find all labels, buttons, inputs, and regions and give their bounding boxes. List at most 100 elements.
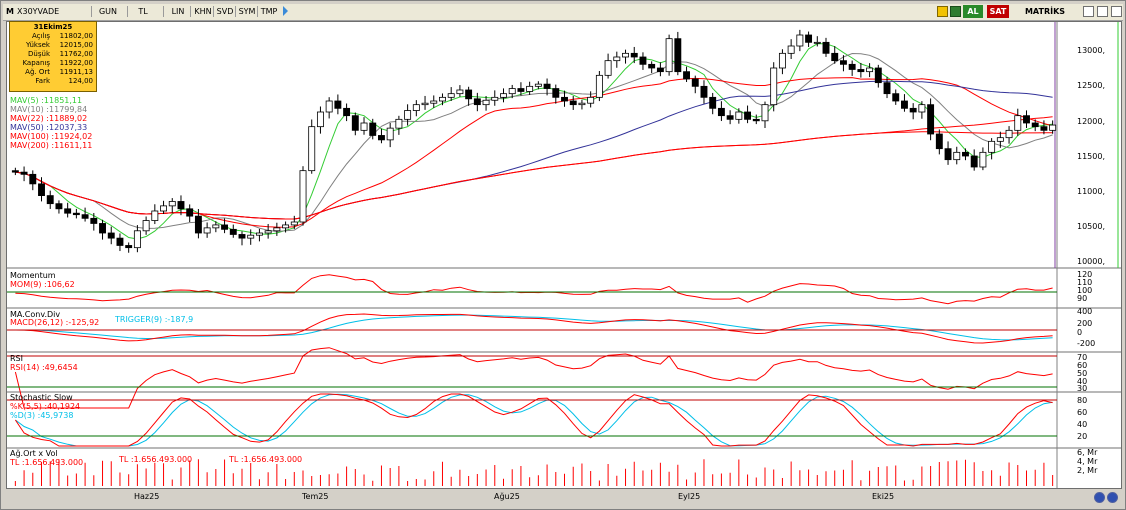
trigger-line xyxy=(15,314,1053,341)
candle-body xyxy=(787,45,795,54)
period-button[interactable]: GUN xyxy=(98,7,118,16)
x-tick-label: Ağu25 xyxy=(494,492,520,501)
candle-body xyxy=(282,224,290,229)
candle-body xyxy=(813,41,821,44)
rsi-tick: 70 xyxy=(1077,353,1088,362)
candle-body xyxy=(1023,115,1030,124)
buy-button[interactable]: AL xyxy=(963,5,983,18)
info-row: Kapanış 11922,00 xyxy=(22,59,93,67)
candle-body xyxy=(508,88,516,95)
mav50-line xyxy=(15,80,1053,220)
date-axis-bar[interactable]: Haz25 Tem25 Ağu25 Eyl25 Eki25 xyxy=(6,490,1120,506)
symbol-label[interactable]: X30YVADE xyxy=(17,7,60,16)
restore-icon[interactable] xyxy=(1083,6,1094,17)
candle-body xyxy=(386,127,394,141)
candle-body xyxy=(194,215,202,234)
legend-mav100: MAV(100) :11924,02 xyxy=(10,132,93,141)
candle-body xyxy=(569,100,577,106)
candle-body xyxy=(447,93,455,98)
momentum-tick: 120 xyxy=(1077,270,1093,279)
candle-body xyxy=(595,74,603,98)
chart-area[interactable]: MAV(5) :11851,11 MAV(10) :11799,84 MAV(2… xyxy=(6,21,1122,489)
stoch-tick: 40 xyxy=(1077,420,1088,429)
candle-body xyxy=(709,96,717,109)
candle-body xyxy=(988,140,996,153)
candle-body xyxy=(979,151,987,168)
candle-body xyxy=(744,111,752,120)
tmp-button[interactable]: TMP xyxy=(260,7,278,16)
menu-m-button[interactable]: M xyxy=(6,7,14,16)
info-row: Fark 124,00 xyxy=(35,77,93,85)
candle-body xyxy=(238,234,246,239)
maximize-icon[interactable] xyxy=(1097,6,1108,17)
candle-body xyxy=(822,41,830,54)
candle-body xyxy=(857,69,865,73)
price-tick: 11500, xyxy=(1077,152,1105,161)
candle-body xyxy=(81,214,89,219)
rsi-tick: 40 xyxy=(1077,377,1088,386)
rsi-line xyxy=(14,347,1053,409)
stoch-tick: 80 xyxy=(1077,396,1088,405)
sell-button[interactable]: SAT xyxy=(987,5,1009,18)
legend-mav50: MAV(50) :12037,33 xyxy=(10,123,88,132)
stoch-tick: 20 xyxy=(1077,432,1088,441)
volume-label-2: TL :1.656.493.000 xyxy=(119,455,193,464)
candle-body xyxy=(883,82,891,95)
candle-body xyxy=(11,170,19,173)
candle-body xyxy=(543,83,551,89)
candle-body xyxy=(561,96,568,102)
macd-title: MA.Conv.Div xyxy=(10,310,61,319)
candle-body xyxy=(351,115,359,131)
candle-body xyxy=(378,135,385,141)
macd-tick: -200 xyxy=(1077,339,1096,348)
info-row: Düşük 11762,00 xyxy=(28,50,93,58)
scroll-left-icon[interactable] xyxy=(1094,492,1105,503)
brand-label: MATRİKS xyxy=(1024,7,1066,16)
momentum-tick: 100 xyxy=(1077,286,1093,295)
candle-body xyxy=(107,232,115,239)
stoch-tick: 60 xyxy=(1077,408,1088,417)
volume-label-3: TL :1.656.493.000 xyxy=(229,455,303,464)
candle-body xyxy=(177,201,185,210)
volume-label: TL :1.656.493.000 xyxy=(10,458,84,467)
scroll-right-icon[interactable] xyxy=(1107,492,1118,503)
rsi-tick: 50 xyxy=(1077,369,1088,378)
candle-body xyxy=(439,96,446,102)
candle-body xyxy=(29,173,37,185)
candle-body xyxy=(430,100,438,104)
stoch-d-label: %D(3) :45,9738 xyxy=(10,411,74,420)
lin-button[interactable]: LIN xyxy=(171,7,185,16)
candle-body xyxy=(953,151,961,161)
candle-body xyxy=(918,104,926,113)
volume-tick: 4, Mr xyxy=(1077,457,1098,466)
x-tick-label: Tem25 xyxy=(302,492,329,501)
svd-button[interactable]: SVD xyxy=(216,7,234,16)
edit-icon[interactable] xyxy=(937,6,948,17)
candle-body xyxy=(255,232,263,236)
candle-body xyxy=(909,107,917,113)
candle-body xyxy=(848,63,856,70)
refresh-icon[interactable] xyxy=(950,6,961,17)
twitter-icon[interactable] xyxy=(283,6,288,16)
khn-button[interactable]: KHN xyxy=(194,7,212,16)
candle-body xyxy=(64,208,72,214)
candle-body xyxy=(299,170,307,223)
sym-button[interactable]: SYM xyxy=(238,7,256,16)
candle-body xyxy=(935,133,943,150)
candle-body xyxy=(1049,124,1057,131)
stoch-d-line xyxy=(15,393,1053,447)
currency-button[interactable]: TL xyxy=(138,7,148,16)
candle-body xyxy=(700,85,708,98)
candle-body xyxy=(630,52,638,58)
candle-body xyxy=(456,89,464,95)
candle-body xyxy=(412,104,420,111)
candle-body xyxy=(866,67,874,73)
macd-tick: 0 xyxy=(1077,328,1083,337)
candle-body xyxy=(778,52,786,69)
candle-body xyxy=(160,205,167,212)
close-icon[interactable] xyxy=(1111,6,1122,17)
macd-line xyxy=(15,313,1053,344)
candle-body xyxy=(290,221,298,226)
candle-body xyxy=(229,228,237,235)
